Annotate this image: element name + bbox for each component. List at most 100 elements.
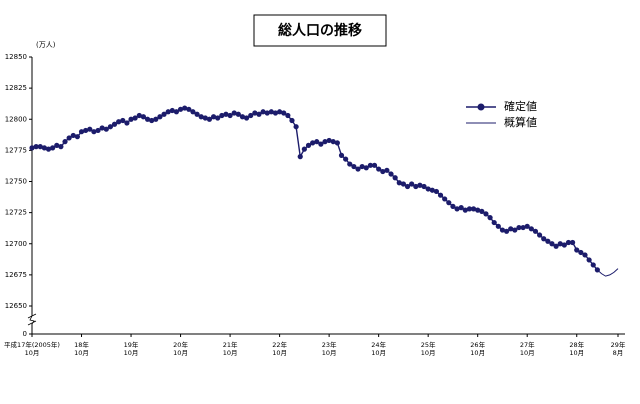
data-point [124, 120, 130, 126]
chart-title: 総人口の推移 [278, 22, 362, 39]
data-point [409, 181, 415, 187]
data-point [206, 116, 213, 122]
data-point [41, 145, 47, 151]
data-point [454, 206, 460, 212]
data-point [281, 110, 287, 116]
x-tick-label: 24年 10月 [371, 341, 387, 358]
data-point [74, 134, 80, 140]
data-point [338, 152, 345, 158]
data-point [561, 242, 567, 248]
axis-break [27, 313, 37, 326]
data-point [355, 166, 361, 172]
data-point [268, 109, 274, 115]
data-point [210, 114, 217, 120]
data-point [128, 116, 134, 122]
x-tick-label: 平成17年(2005年) 10月 [4, 341, 60, 358]
data-point [421, 183, 427, 190]
y-tick-label: 12750 [5, 178, 27, 186]
data-point [182, 105, 188, 111]
data-point [487, 215, 493, 221]
data-point [120, 117, 126, 124]
data-point [165, 109, 171, 115]
data-point [87, 126, 93, 132]
data-point [153, 116, 159, 122]
data-point [570, 239, 576, 246]
data-point [590, 262, 596, 268]
data-point [177, 106, 184, 112]
data-point [95, 127, 101, 134]
data-point [417, 182, 423, 188]
data-point [470, 206, 477, 212]
data-point [491, 219, 497, 226]
data-point [285, 112, 291, 119]
data-point [194, 111, 200, 117]
data-point [396, 180, 402, 186]
data-point [347, 161, 353, 167]
data-point [301, 146, 307, 152]
y-tick-label: 12725 [5, 209, 27, 217]
data-point [272, 110, 279, 116]
x-tick-label: 27年 10月 [519, 341, 535, 358]
data-point [351, 163, 357, 170]
x-tick-label: 20年 10月 [173, 341, 188, 358]
data-point [367, 162, 373, 168]
data-point [371, 162, 378, 168]
data-point [314, 139, 320, 145]
data-point [29, 145, 35, 151]
data-point [578, 249, 584, 256]
data-point [359, 163, 365, 170]
data-point [433, 188, 440, 195]
data-point [557, 241, 563, 247]
data-point [326, 137, 332, 144]
data-point [103, 126, 109, 132]
data-point [483, 211, 489, 217]
data-point [392, 175, 398, 181]
data-point [136, 112, 142, 119]
data-point [243, 115, 250, 121]
data-point [91, 129, 97, 135]
y-tick-label: 12850 [5, 53, 27, 61]
data-point [565, 239, 572, 246]
data-point [442, 196, 448, 202]
data-point [256, 111, 262, 117]
data-point [450, 203, 456, 209]
data-point [198, 114, 204, 120]
data-point [202, 115, 208, 121]
data-point [479, 208, 485, 214]
data-point [99, 125, 105, 131]
data-point [499, 227, 506, 233]
data-point [190, 109, 196, 115]
data-point [545, 238, 551, 244]
legend-label: 概算値 [504, 115, 537, 129]
x-tick-label: 19年 10月 [123, 341, 139, 358]
x-tick-label: 29年 8月 [610, 341, 626, 358]
x-tick-label: 26年 10月 [470, 341, 486, 358]
data-point [293, 124, 299, 130]
data-point [140, 114, 147, 120]
data-point [144, 116, 151, 122]
x-tick-label: 25年 10月 [420, 341, 436, 358]
data-point [157, 114, 163, 120]
data-point [248, 112, 254, 119]
data-point [58, 144, 64, 150]
data-point [37, 144, 43, 150]
data-point [235, 111, 241, 117]
data-point [215, 115, 221, 121]
data-point [528, 226, 534, 232]
data-point [277, 109, 283, 115]
data-point [462, 207, 468, 213]
data-point [549, 241, 555, 247]
data-point [520, 224, 526, 231]
data-point [384, 167, 390, 173]
data-point [62, 139, 68, 145]
x-tick-label: 18年 10月 [74, 341, 89, 358]
data-point [413, 183, 419, 190]
data-point [78, 129, 85, 135]
y-tick-label: 12650 [5, 302, 27, 310]
data-point [70, 132, 76, 139]
data-point [508, 226, 514, 232]
data-point [169, 107, 175, 114]
data-point [429, 187, 435, 193]
